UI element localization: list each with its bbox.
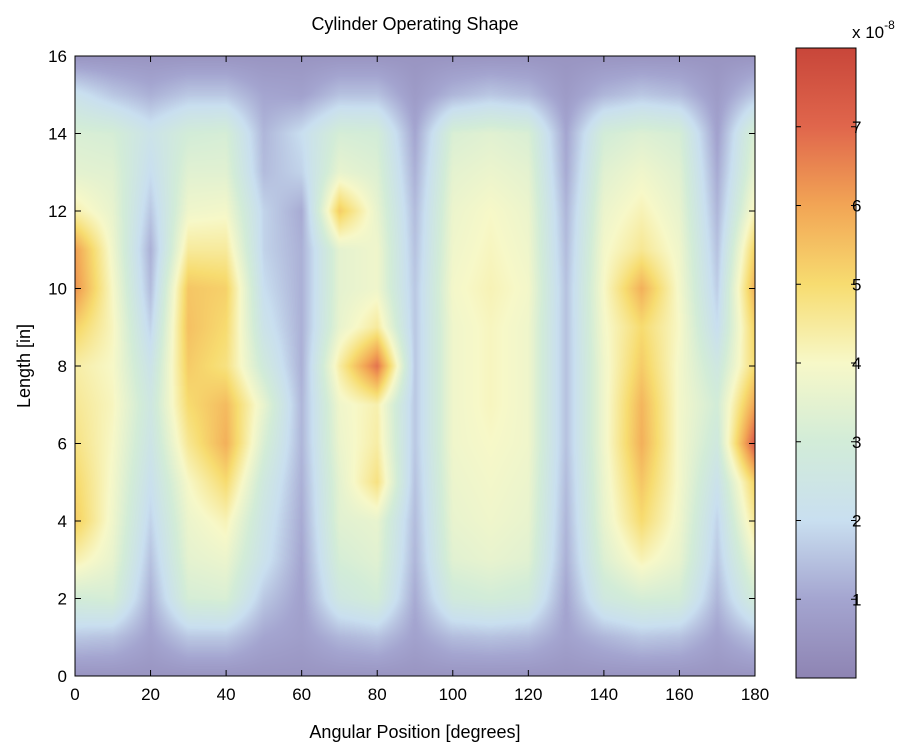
- y-axis-label: Length [in]: [14, 324, 34, 408]
- x-tick-label: 60: [292, 685, 311, 704]
- colorbar-tick-label: 4: [852, 354, 861, 373]
- y-tick-label: 12: [48, 202, 67, 221]
- heatmap-surface: [75, 56, 755, 676]
- colorbar-tick-label: 1: [852, 590, 861, 609]
- y-tick-label: 10: [48, 280, 67, 299]
- y-tick-label: 14: [48, 125, 67, 144]
- y-tick-label: 16: [48, 47, 67, 66]
- x-axis: 0 20 40 60 80 100 120 140 160 180: [70, 56, 769, 704]
- colorbar-ticks: 1 2 3 4 5 6 7: [796, 118, 861, 609]
- x-tick-label: 140: [590, 685, 618, 704]
- x-tick-label: 100: [439, 685, 467, 704]
- colorbar-gradient: [796, 48, 856, 678]
- x-tick-label: 180: [741, 685, 769, 704]
- x-axis-label: Angular Position [degrees]: [309, 722, 520, 742]
- colorbar-tick-label: 2: [852, 512, 861, 531]
- y-axis: 0 2 4 6 8 10 12 14 16: [48, 47, 755, 686]
- colorbar: 1 2 3 4 5 6 7 x 10-8: [795, 18, 895, 679]
- y-tick-label: 6: [58, 435, 67, 454]
- colorbar-exponent-power: -8: [884, 18, 895, 32]
- colorbar-tick-label: 3: [852, 433, 861, 452]
- colorbar-tick-label: 6: [852, 197, 861, 216]
- x-tick-label: 80: [368, 685, 387, 704]
- y-tick-label: 4: [58, 512, 67, 531]
- x-tick-label: 0: [70, 685, 79, 704]
- y-tick-label: 2: [58, 590, 67, 609]
- colorbar-tick-label: 7: [852, 118, 861, 137]
- colorbar-exponent: x 10-8: [852, 18, 895, 42]
- x-tick-label: 20: [141, 685, 160, 704]
- chart-title: Cylinder Operating Shape: [311, 14, 518, 34]
- heatmap-surface-container: [75, 56, 755, 676]
- x-tick-label: 120: [514, 685, 542, 704]
- colorbar-exponent-base: x 10: [852, 23, 884, 42]
- colorbar-tick-label: 5: [852, 275, 861, 294]
- x-tick-label: 160: [665, 685, 693, 704]
- x-tick-label: 40: [217, 685, 236, 704]
- y-tick-label: 0: [58, 667, 67, 686]
- y-tick-label: 8: [58, 357, 67, 376]
- plot-area: [74, 55, 756, 677]
